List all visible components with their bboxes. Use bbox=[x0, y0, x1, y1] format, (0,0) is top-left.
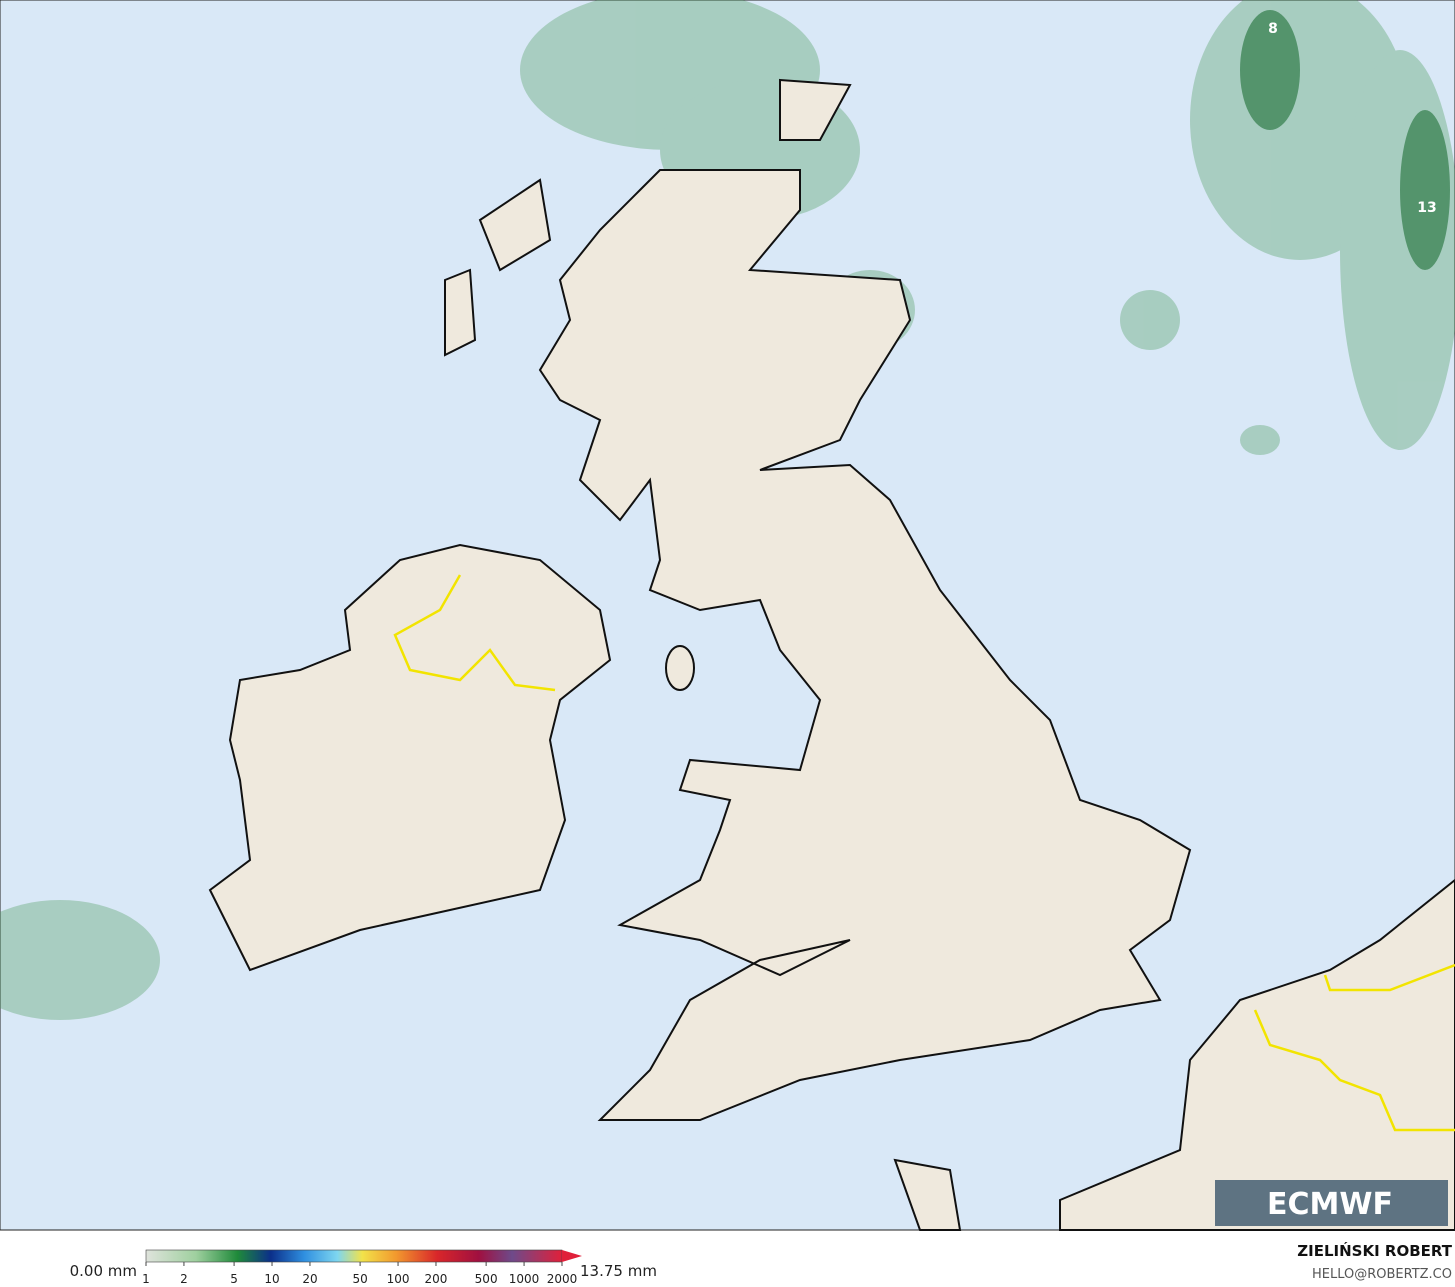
colorbar-tick-label: 100 bbox=[387, 1272, 410, 1286]
min-label: 0.00 mm bbox=[70, 1262, 137, 1280]
land bbox=[208, 78, 1455, 1231]
map-label: 13 bbox=[1417, 200, 1436, 216]
author: ZIELIŃSKI ROBERT bbox=[1297, 1241, 1452, 1260]
colorbar-scale bbox=[145, 1249, 563, 1263]
colorbar-tick-label: 2000 bbox=[547, 1272, 578, 1286]
logo: ECMWF bbox=[1267, 1187, 1393, 1222]
max-label: 13.75 mm bbox=[580, 1262, 657, 1280]
colorbar-tick-label: 500 bbox=[475, 1272, 498, 1286]
colorbar-tick-label: 10 bbox=[264, 1272, 279, 1286]
logo-box bbox=[1215, 1180, 1448, 1226]
colorbar: 0.00 mm 13.75 mm 1 2 5 10 20 50 100 200 500 1000 2… bbox=[70, 1249, 657, 1286]
colorbar-tick-label: 2 bbox=[180, 1272, 188, 1286]
precip-core bbox=[1240, 10, 1450, 270]
colorbar-tick-label: 50 bbox=[352, 1272, 367, 1286]
map: 8 13 ECMWF bbox=[0, 0, 1455, 1231]
colorbar-tick-label: 20 bbox=[302, 1272, 317, 1286]
precip bbox=[0, 0, 1455, 1020]
colorbar-tick-label: 1000 bbox=[509, 1272, 540, 1286]
map-label: 8 bbox=[1268, 21, 1278, 37]
colorbar-tick-label: 5 bbox=[230, 1272, 238, 1286]
contact: HELLO@ROBERTZ.CO bbox=[1312, 1267, 1452, 1282]
colorbar-arrow bbox=[562, 1250, 582, 1262]
colorbar-tick-label: 1 bbox=[142, 1272, 150, 1286]
colorbar-tick-label: 200 bbox=[425, 1272, 448, 1286]
borders bbox=[393, 574, 1455, 1132]
